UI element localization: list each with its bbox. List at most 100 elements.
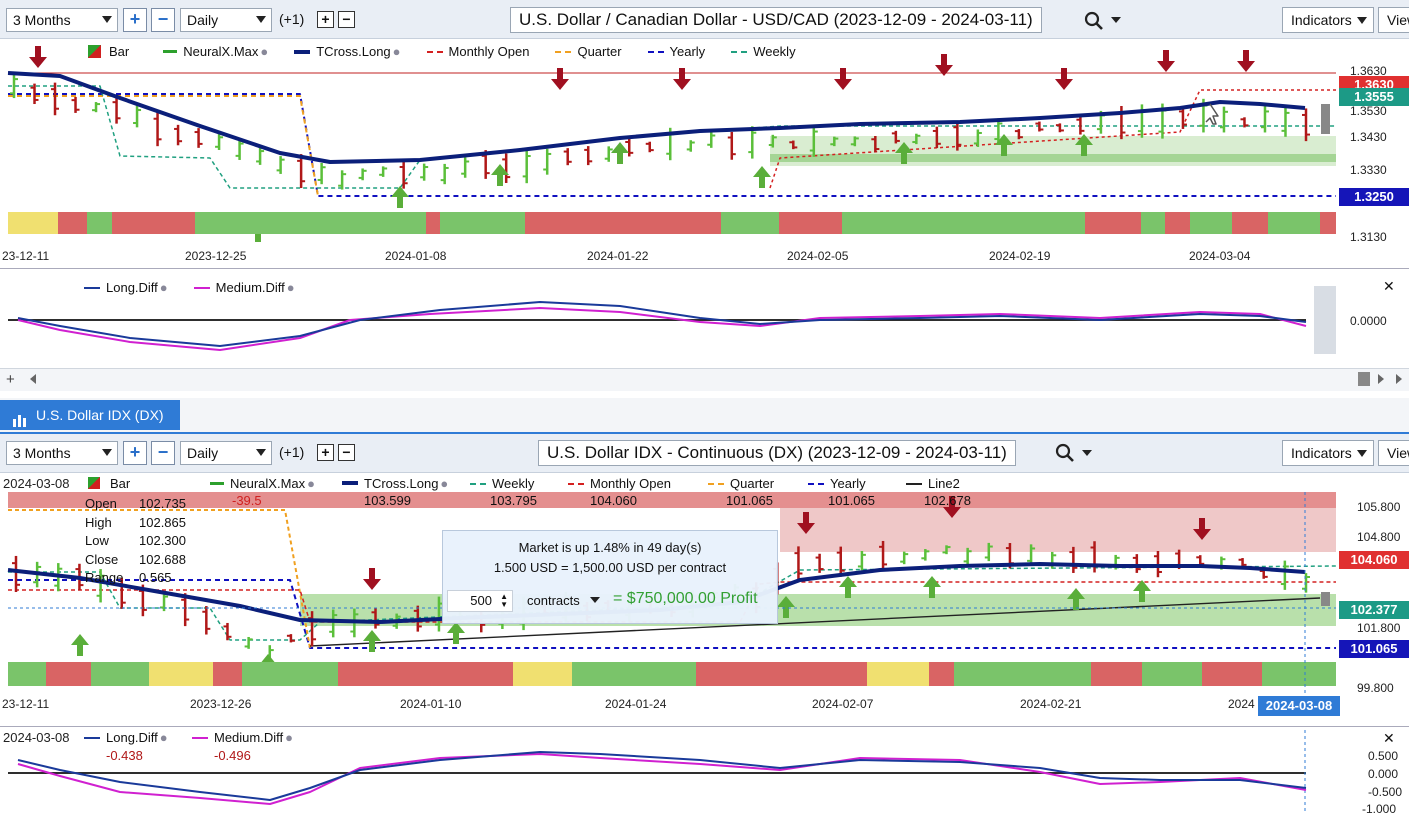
bottom-interval-select[interactable]: Daily: [180, 441, 272, 465]
neuralx-ribbon-segment: [899, 212, 947, 234]
bottom-indicators-button[interactable]: Indicators: [1282, 440, 1374, 466]
bottom-date-label: 23-12-11: [2, 697, 50, 711]
line2-value: 102.678: [924, 493, 971, 508]
contracts-unit-select[interactable]: contracts: [527, 593, 600, 608]
neuralx-ribbon-segment: [1320, 212, 1336, 234]
top-interval-select[interactable]: Daily: [180, 8, 272, 32]
top-offset-plus-button[interactable]: +: [317, 11, 334, 28]
buy-signal-arrow: [363, 630, 381, 641]
bottom-search-icon[interactable]: [1055, 443, 1075, 466]
buy-signal-arrow: [759, 176, 765, 188]
sell-signal-arrow: [941, 54, 947, 66]
line2-trendline: [309, 597, 1321, 647]
top-search-dropdown-icon[interactable]: [1111, 17, 1121, 23]
top-offset-label: (+1): [279, 11, 305, 27]
bottom-search-dropdown-icon[interactable]: [1082, 450, 1092, 456]
bottom-axis-label: 99.800: [1357, 681, 1394, 695]
neuralx-ribbon-segment: [394, 662, 455, 686]
neuralx-ribbon-segment: [455, 662, 499, 686]
neuralx-ribbon-segment: [643, 212, 658, 234]
buy-signal-arrow: [71, 634, 89, 645]
bottom-chart-title: U.S. Dollar IDX - Continuous (DX) (2023-…: [538, 440, 1016, 466]
neuralx-ribbon-segment: [70, 662, 91, 686]
buy-signal-arrow: [777, 596, 795, 607]
neuralx-ribbon-segment: [977, 212, 1035, 234]
buy-signal-arrow: [397, 196, 403, 208]
neuralx-ribbon-segment: [658, 212, 721, 234]
sell-signal-arrow: [1061, 68, 1067, 80]
neuralx-ribbon-segment: [1308, 662, 1336, 686]
bottom-sub-close-icon[interactable]: ✕: [1383, 730, 1395, 746]
buy-signal-arrow: [1081, 144, 1087, 156]
top-axis-label: 1.3330: [1350, 163, 1387, 177]
top-zoom-in-button[interactable]: +: [123, 8, 147, 32]
top-sub-close-icon[interactable]: ✕: [1383, 278, 1395, 294]
buy-signal-arrow: [923, 576, 941, 587]
mouse-cursor-icon: [1205, 103, 1219, 125]
legend-medium-diff: Medium.Diff ●: [193, 280, 295, 295]
neuralx-ribbon-segment: [1085, 212, 1141, 234]
sell-signal-arrow: [1243, 50, 1249, 62]
buy-signal-arrow: [1139, 590, 1145, 602]
usdcad-diff-subchart[interactable]: [0, 286, 1336, 366]
bottom-date-label: 2024-01-10: [400, 697, 462, 711]
top-indicators-button[interactable]: Indicators: [1282, 7, 1374, 33]
expand-icon[interactable]: +: [6, 371, 15, 388]
neuralx-ribbon-segment: [313, 212, 342, 234]
neuralx-ribbon-segment: [1003, 662, 1030, 686]
tab-dollar-index[interactable]: U.S. Dollar IDX (DX): [0, 400, 180, 430]
bottom-toolbar: 3 Months + − Daily (+1) + − U.S. Dollar …: [0, 434, 1409, 473]
bottom-view-button[interactable]: View: [1378, 440, 1409, 466]
top-date-label: 23-12-11: [2, 249, 50, 263]
bottom-zoom-in-button[interactable]: +: [123, 441, 147, 465]
neuralx-ribbon-segment: [407, 212, 426, 234]
neuralx-ribbon-segment: [380, 212, 407, 234]
weekly-value: 103.795: [490, 493, 537, 508]
sell-signal-arrow: [1199, 518, 1205, 530]
legend-tcross: TCross.Long ●: [294, 44, 401, 59]
yearly-value: 101.065: [828, 493, 875, 508]
neuralx-ribbon-segment: [58, 212, 87, 234]
top-chart-title: U.S. Dollar / Canadian Dollar - USD/CAD …: [510, 7, 1042, 33]
legend-weekly: Weekly: [731, 44, 796, 59]
sell-signal-arrow: [949, 496, 955, 508]
top-search-icon[interactable]: [1084, 11, 1104, 34]
top-view-button[interactable]: View: [1378, 7, 1409, 33]
buy-signal-arrow: [611, 142, 629, 153]
bottom-price-tag-yearly: 101.065: [1339, 640, 1409, 658]
legend-quarter: Quarter: [708, 476, 774, 491]
top-scrollbar[interactable]: +: [0, 368, 1409, 391]
sell-signal-arrow: [1157, 61, 1175, 72]
bottom-date-label: 2024-02-21: [1020, 697, 1082, 711]
neuralx-ribbon-segment: [1277, 662, 1308, 686]
scroll-end-icon[interactable]: [1396, 374, 1402, 384]
legend-yearly: Yearly: [647, 44, 705, 59]
usdcad-price-chart[interactable]: [0, 38, 1336, 248]
quantity-stepper-icon[interactable]: ▲ ▼: [500, 592, 508, 609]
contracts-quantity-input[interactable]: 500 ▲ ▼: [447, 590, 513, 612]
dx-diff-subchart[interactable]: [0, 730, 1336, 814]
bottom-zoom-out-button[interactable]: −: [151, 441, 175, 465]
neuralx-ribbon-segment: [338, 662, 394, 686]
top-date-label: 2024-02-05: [787, 249, 849, 263]
neuralx-ribbon-segment: [867, 662, 929, 686]
neuralx-ribbon-segment: [87, 212, 112, 234]
legend-bar: Bar: [88, 44, 129, 59]
bottom-offset-plus-button[interactable]: +: [317, 444, 334, 461]
scroll-left-icon[interactable]: [30, 374, 36, 384]
legend-quarter: Quarter: [555, 44, 622, 59]
top-zoom-out-button[interactable]: −: [151, 8, 175, 32]
bottom-sub-axis-label: 0.500: [1368, 749, 1399, 763]
top-range-select[interactable]: 3 Months: [6, 8, 118, 32]
bottom-offset-minus-button[interactable]: −: [338, 444, 355, 461]
bottom-date-label: 2023-12-26: [190, 697, 252, 711]
buy-signal-arrow: [617, 152, 623, 164]
scroll-right-icon[interactable]: [1378, 374, 1384, 384]
sell-signal-arrow: [840, 68, 846, 80]
top-offset-minus-button[interactable]: −: [338, 11, 355, 28]
neuralx-top-band: [8, 492, 1336, 508]
bottom-range-select[interactable]: 3 Months: [6, 441, 118, 465]
top-date-label: 2024-01-22: [587, 249, 649, 263]
neuralx-ribbon-segment: [46, 662, 70, 686]
scroll-thumb[interactable]: [1358, 372, 1370, 386]
